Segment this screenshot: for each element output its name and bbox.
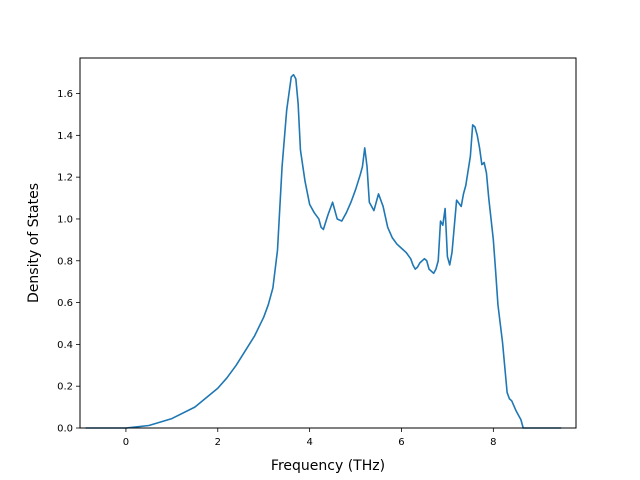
- y-tick-label: 1.4: [57, 131, 73, 142]
- y-tick-label: 1.0: [57, 214, 73, 225]
- x-axis-label: Frequency (THz): [271, 458, 385, 474]
- dos-series-line: [85, 73, 562, 429]
- y-tick-label: 0.8: [57, 256, 73, 267]
- x-tick-label: 2: [215, 437, 221, 448]
- y-tick-label: 0.2: [57, 382, 73, 393]
- x-tick-label: 0: [123, 437, 129, 448]
- x-tick-label: 4: [306, 437, 312, 448]
- x-tick-label: 8: [490, 437, 496, 448]
- y-tick-label: 0.4: [57, 340, 73, 351]
- y-tick-label: 0.6: [57, 298, 73, 309]
- y-axis-label: Density of States: [26, 183, 42, 303]
- y-axis-ticks: 0.0 0.2 0.4 0.6 0.8 1.0 1.2 1.4 1.6: [57, 89, 80, 435]
- y-tick-label: 0.0: [57, 424, 73, 435]
- y-tick-label: 1.6: [57, 89, 73, 100]
- axes-frame: [79, 57, 577, 429]
- x-axis-ticks: 0 2 4 6 8: [123, 428, 497, 448]
- x-tick-label: 6: [398, 437, 404, 448]
- y-tick-label: 1.2: [57, 173, 73, 184]
- plot-area: [85, 73, 562, 429]
